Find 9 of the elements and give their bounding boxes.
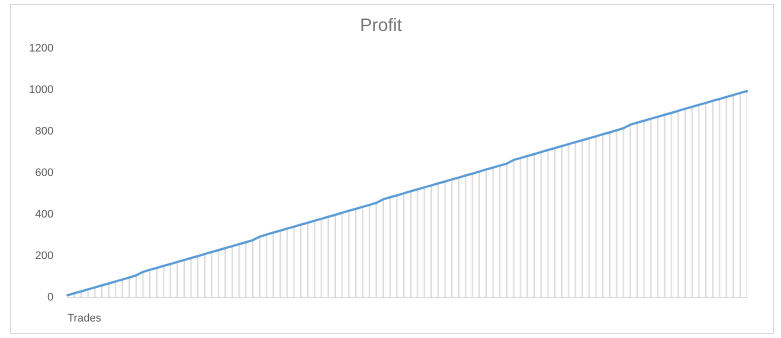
x-axis-title: Trades bbox=[67, 312, 102, 324]
y-tick-label: 400 bbox=[35, 208, 54, 220]
y-tick-label: 800 bbox=[35, 126, 54, 138]
y-tick-label: 1200 bbox=[28, 42, 54, 55]
y-tick-label: 0 bbox=[47, 291, 54, 304]
y-tick-label: 1000 bbox=[28, 84, 54, 96]
y-tick-label: 200 bbox=[35, 250, 54, 262]
chart-title: Profit bbox=[360, 14, 402, 35]
y-tick-label: 600 bbox=[35, 167, 54, 180]
